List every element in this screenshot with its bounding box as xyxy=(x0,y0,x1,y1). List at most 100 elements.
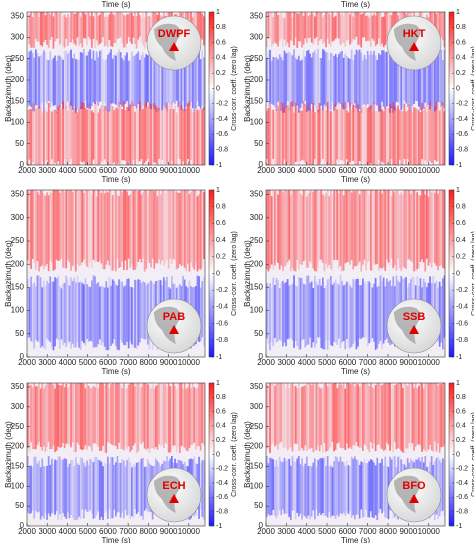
heatmap-streak xyxy=(282,280,284,347)
heatmap-streak xyxy=(55,460,58,512)
heatmap-streak xyxy=(394,385,396,442)
heatmap-streak xyxy=(43,465,45,519)
heatmap-streak xyxy=(135,462,138,515)
heatmap-streak xyxy=(338,461,340,517)
colorbar-tick-label: -0.8 xyxy=(456,509,468,516)
heatmap-streak xyxy=(65,51,68,110)
x-tick-label: 4000 xyxy=(298,358,316,367)
x-tick-label: 8000 xyxy=(139,166,157,175)
heatmap-streak xyxy=(70,12,72,43)
heatmap-streak xyxy=(171,101,173,161)
heatmap-streak xyxy=(118,462,120,513)
heatmap-streak xyxy=(298,55,300,113)
heatmap-streak xyxy=(277,14,279,47)
heatmap-streak xyxy=(301,59,303,104)
heatmap-streak xyxy=(438,281,441,347)
heatmap-streak xyxy=(301,12,303,48)
heatmap-streak xyxy=(365,463,367,511)
heatmap-streak xyxy=(47,283,50,341)
heatmap-streak xyxy=(113,464,116,510)
heatmap-streak xyxy=(102,110,104,163)
heatmap-streak xyxy=(139,190,141,259)
y-tick-label: 50 xyxy=(254,501,263,510)
heatmap-streak xyxy=(294,12,297,38)
heatmap-streak xyxy=(274,466,276,516)
y-tick-label: 150 xyxy=(11,96,25,105)
heatmap-streak xyxy=(282,462,284,510)
heatmap-streak xyxy=(191,383,194,445)
x-tick-label: 5000 xyxy=(318,527,336,536)
heatmap-streak xyxy=(180,190,183,267)
heatmap-streak xyxy=(119,190,122,267)
heatmap-streak xyxy=(363,55,366,105)
heatmap-streak xyxy=(422,190,425,263)
heatmap-streak xyxy=(371,111,374,165)
heatmap-streak xyxy=(196,387,199,446)
heatmap-streak xyxy=(280,57,283,111)
heatmap-streak xyxy=(190,388,192,446)
heatmap-streak xyxy=(282,383,284,448)
heatmap-streak xyxy=(341,281,343,343)
heatmap-streak xyxy=(299,60,302,109)
heatmap-streak xyxy=(203,57,205,110)
heatmap-streak xyxy=(306,106,308,165)
heatmap-streak xyxy=(43,280,45,349)
colorbar-tick-label: -0.4 xyxy=(216,116,228,123)
heatmap-streak xyxy=(73,107,76,165)
heatmap-streak xyxy=(283,50,286,113)
heatmap-streak xyxy=(35,286,37,340)
heatmap-streak xyxy=(132,383,135,446)
heatmap-streak xyxy=(392,60,395,113)
heatmap-streak xyxy=(283,18,286,40)
heatmap-streak xyxy=(269,104,271,165)
heatmap-streak xyxy=(191,111,194,165)
heatmap-streak xyxy=(166,190,168,260)
x-tick-label: 2000 xyxy=(257,358,275,367)
heatmap-streak xyxy=(403,103,406,159)
heatmap-streak xyxy=(183,383,186,448)
heatmap-streak xyxy=(89,191,92,262)
heatmap-streak xyxy=(33,282,36,349)
heatmap-streak xyxy=(286,52,289,102)
heatmap-streak xyxy=(92,16,95,39)
heatmap-streak xyxy=(142,191,144,259)
heatmap-streak xyxy=(113,384,116,446)
heatmap-streak xyxy=(389,103,391,165)
y-tick-label: 50 xyxy=(15,329,24,338)
heatmap-streak xyxy=(291,16,294,42)
colorbar-tick-label: -0.6 xyxy=(456,494,468,501)
heatmap-streak xyxy=(373,283,375,342)
heatmap-streak xyxy=(201,460,204,517)
heatmap-streak xyxy=(203,383,205,446)
heatmap-streak xyxy=(46,12,48,45)
y-tick-label: 350 xyxy=(11,382,25,391)
heatmap-streak xyxy=(355,100,358,165)
station-marker xyxy=(409,325,419,334)
heatmap-streak xyxy=(408,190,411,260)
heatmap-streak xyxy=(182,49,184,102)
heatmap-streak xyxy=(196,109,199,165)
heatmap-streak xyxy=(269,12,271,40)
heatmap-streak xyxy=(334,456,337,519)
heatmap-streak xyxy=(121,459,124,513)
heatmap-streak xyxy=(119,103,122,165)
heatmap-streak xyxy=(103,462,106,513)
heatmap-streak xyxy=(370,105,372,164)
y-tick-label: 100 xyxy=(11,481,25,490)
heatmap-streak xyxy=(137,110,140,163)
heatmap-streak xyxy=(198,276,200,342)
heatmap-streak xyxy=(118,196,120,269)
heatmap-streak xyxy=(411,190,414,263)
heatmap-streak xyxy=(320,388,323,446)
heatmap-streak xyxy=(87,190,90,268)
heatmap-streak xyxy=(33,190,36,264)
heatmap-streak xyxy=(89,49,92,110)
heatmap-streak xyxy=(267,285,270,344)
heatmap-streak xyxy=(73,465,76,521)
heatmap-streak xyxy=(358,285,361,339)
heatmap-streak xyxy=(438,190,441,267)
heatmap-streak xyxy=(94,276,96,348)
heatmap-streak xyxy=(312,103,315,165)
x-axis-label-cropped: Time (s) xyxy=(341,0,370,9)
heatmap-streak xyxy=(278,190,281,270)
